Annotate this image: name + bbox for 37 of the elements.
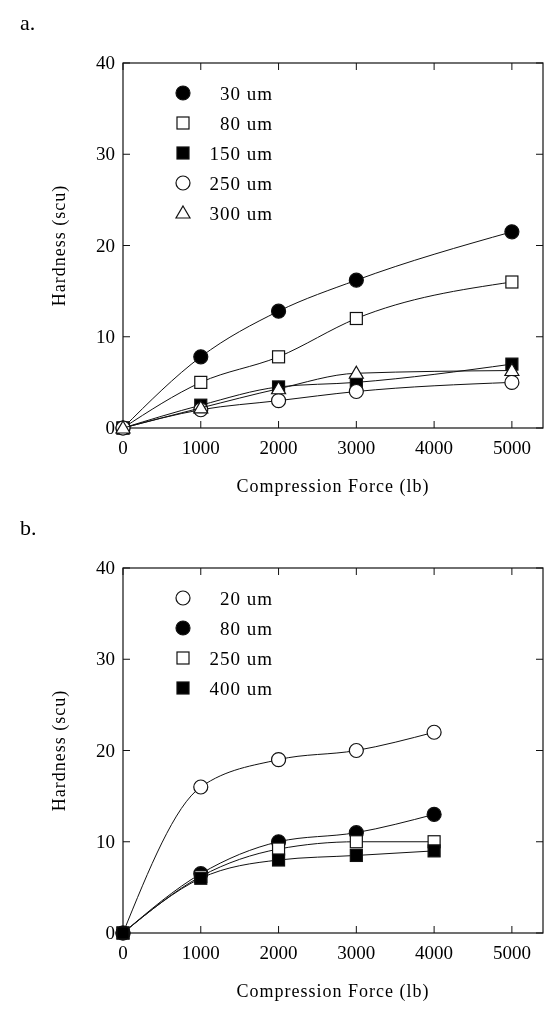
- legend-label: 30 um: [219, 83, 273, 104]
- legend-label: 80 um: [219, 113, 273, 134]
- y-tick-label: 30: [96, 648, 115, 670]
- x-tick-label: 5000: [492, 942, 531, 963]
- legend-label: 80 um: [219, 618, 273, 639]
- y-tick-label: 30: [96, 143, 115, 165]
- x-tick-label: 4000: [415, 942, 454, 963]
- x-tick-label: 4000: [415, 437, 454, 458]
- x-tick-label: 0: [118, 942, 128, 963]
- x-tick-label: 2000: [259, 437, 298, 458]
- chart-title: a.: [20, 10, 36, 35]
- y-tick-label: 0: [105, 922, 115, 943]
- x-axis-title: Compression Force (lb): [236, 981, 430, 1002]
- y-tick-label: 0: [105, 417, 115, 438]
- y-tick-label: 10: [96, 325, 115, 347]
- x-tick-label: 5000: [492, 437, 531, 458]
- y-tick-label: 20: [96, 234, 115, 256]
- legend-label: 20 um: [219, 588, 273, 609]
- legend-label: 250 um: [209, 173, 273, 194]
- legend-label: 300 um: [209, 203, 273, 224]
- x-tick-label: 2000: [259, 942, 298, 963]
- y-axis-title: Hardness (scu): [49, 184, 70, 307]
- legend-label: 150 um: [209, 143, 273, 164]
- chart-title: b.: [20, 515, 37, 540]
- legend-label: 400 um: [209, 678, 273, 699]
- x-axis-title: Compression Force (lb): [236, 476, 430, 497]
- y-tick-label: 20: [96, 739, 115, 761]
- x-tick-label: 1000: [181, 437, 220, 458]
- y-axis-title: Hardness (scu): [49, 689, 70, 812]
- y-tick-label: 10: [96, 830, 115, 852]
- x-tick-label: 3000: [337, 942, 376, 963]
- y-tick-label: 40: [96, 52, 115, 73]
- x-tick-label: 1000: [181, 942, 220, 963]
- x-tick-label: 3000: [337, 437, 376, 458]
- legend-label: 250 um: [209, 648, 273, 669]
- x-tick-label: 0: [118, 437, 128, 458]
- y-tick-label: 40: [96, 557, 115, 578]
